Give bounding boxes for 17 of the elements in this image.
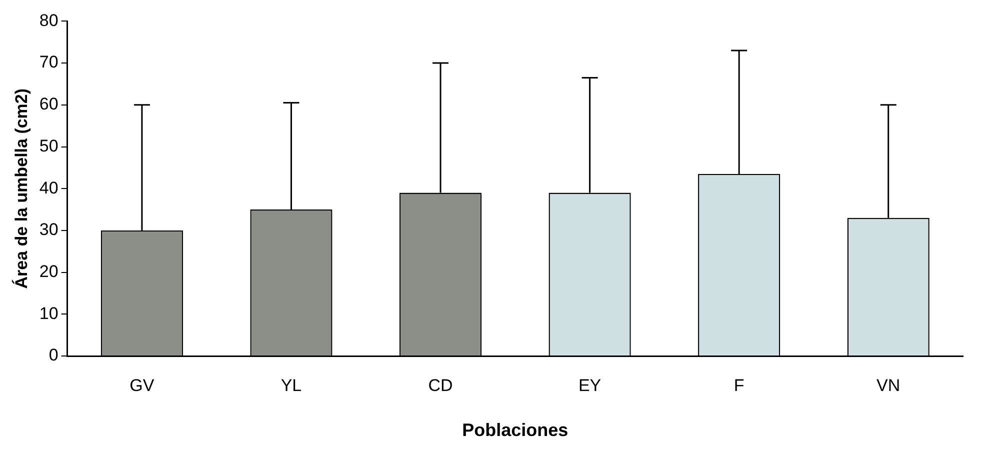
x-tick-label: YL	[280, 376, 302, 395]
y-tick-label: 30	[39, 220, 58, 240]
y-tick-label: 80	[39, 10, 58, 30]
x-tick-label: GV	[130, 376, 155, 395]
x-tick-label: F	[734, 376, 744, 395]
x-tick-label: EY	[578, 376, 602, 395]
y-tick-label: 60	[39, 94, 58, 114]
y-tick-label: 20	[39, 262, 58, 281]
y-axis-title: Área de la umbella (cm2)	[10, 88, 31, 289]
y-tick-label: 10	[39, 304, 58, 323]
y-tick-label: 50	[39, 136, 58, 156]
y-tick-label: 0	[48, 346, 58, 365]
y-tick-label: 70	[39, 52, 58, 72]
x-axis-title: Poblaciones	[462, 420, 568, 440]
y-tick-label: 40	[39, 178, 58, 198]
x-tick-label: CD	[428, 376, 453, 395]
x-tick-label: VN	[876, 376, 900, 395]
